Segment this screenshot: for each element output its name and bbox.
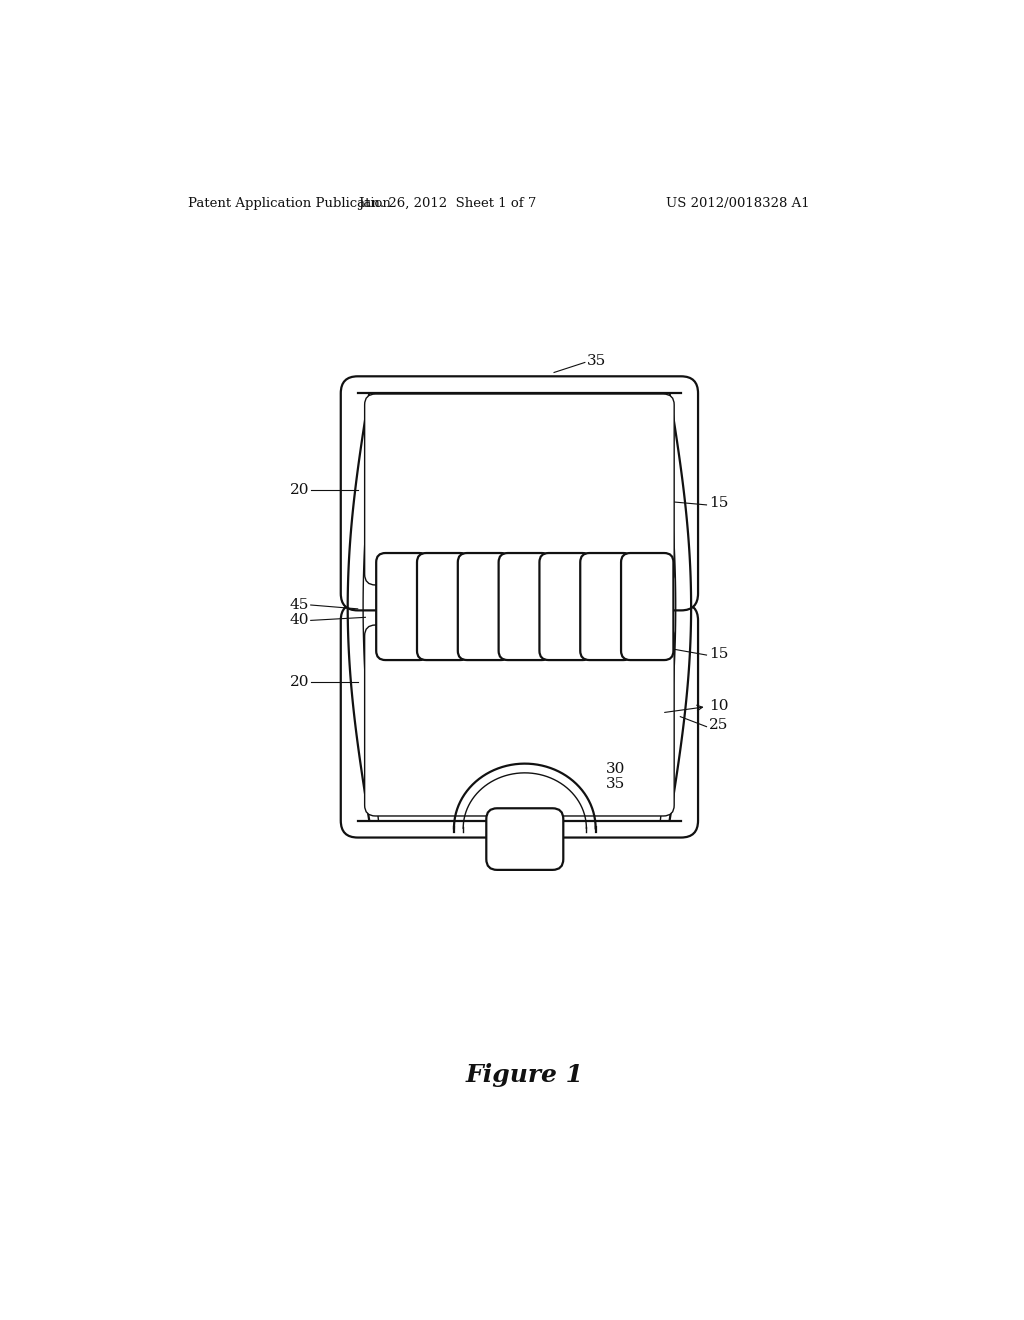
Text: 35: 35 <box>605 776 625 791</box>
FancyBboxPatch shape <box>499 553 551 660</box>
Text: 20: 20 <box>290 483 309 496</box>
FancyBboxPatch shape <box>458 553 510 660</box>
Text: 45: 45 <box>290 598 309 612</box>
Text: 30: 30 <box>605 762 625 776</box>
FancyBboxPatch shape <box>581 553 633 660</box>
Text: Figure 1: Figure 1 <box>466 1063 584 1086</box>
Text: 35: 35 <box>587 354 606 368</box>
FancyBboxPatch shape <box>341 376 698 610</box>
FancyBboxPatch shape <box>365 395 674 585</box>
FancyBboxPatch shape <box>376 553 429 660</box>
FancyBboxPatch shape <box>341 603 698 837</box>
Text: 25: 25 <box>709 718 728 733</box>
FancyBboxPatch shape <box>621 553 674 660</box>
FancyBboxPatch shape <box>486 808 563 870</box>
Text: Patent Application Publication: Patent Application Publication <box>188 197 391 210</box>
FancyBboxPatch shape <box>417 553 469 660</box>
Text: 40: 40 <box>290 614 309 627</box>
FancyBboxPatch shape <box>365 626 674 816</box>
Text: 20: 20 <box>290 675 309 689</box>
Text: 15: 15 <box>709 647 728 660</box>
Text: US 2012/0018328 A1: US 2012/0018328 A1 <box>666 197 809 210</box>
Text: 15: 15 <box>709 496 728 511</box>
Text: Jan. 26, 2012  Sheet 1 of 7: Jan. 26, 2012 Sheet 1 of 7 <box>358 197 537 210</box>
Text: 10: 10 <box>709 698 728 713</box>
FancyBboxPatch shape <box>540 553 592 660</box>
